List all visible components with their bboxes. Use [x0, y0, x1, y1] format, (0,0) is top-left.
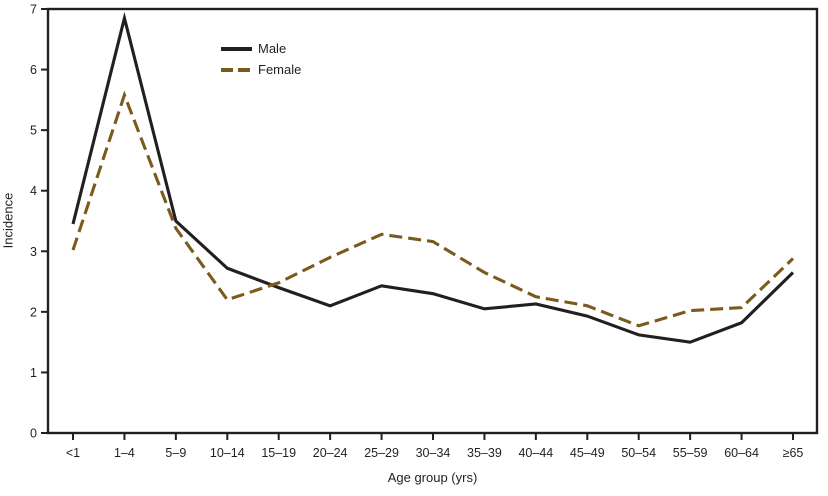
legend-label-male: Male [258, 41, 287, 56]
y-tick-label: 3 [30, 245, 37, 259]
x-tick-label: <1 [66, 446, 80, 460]
x-tick-label: 50–54 [621, 446, 656, 460]
x-tick-label: 45–49 [570, 446, 605, 460]
x-tick-label: 20–24 [313, 446, 348, 460]
male-series-line [71, 11, 795, 344]
x-tick-label: ≥65 [783, 446, 804, 460]
y-tick-label: 2 [30, 305, 37, 319]
plot-border [46, 7, 819, 435]
y-tick-label: 7 [30, 3, 37, 17]
female-series-line [71, 90, 795, 328]
y-axis-title: Incidence [0, 192, 16, 249]
male-line-sample [221, 46, 252, 51]
x-tick-label: 40–44 [518, 446, 553, 460]
x-tick-label: 60–64 [724, 446, 759, 460]
x-tick-label: 30–34 [416, 446, 451, 460]
x-tick-label: 10–14 [210, 446, 245, 460]
x-axis-title: Age group (yrs) [387, 470, 478, 485]
x-tick-label: 15–19 [261, 446, 296, 460]
x-tick-label: 1–4 [114, 446, 135, 460]
legend-label-female: Female [258, 62, 302, 77]
y-tick-label: 6 [30, 63, 37, 77]
x-tick-label: 5–9 [165, 446, 186, 460]
legend: Male Female [221, 38, 301, 80]
legend-item-male: Male [221, 38, 301, 59]
y-tick-label: 1 [30, 366, 37, 380]
y-tick-label: 4 [30, 184, 37, 198]
x-tick-label: 25–29 [364, 446, 399, 460]
x-tick-label: 35–39 [467, 446, 502, 460]
legend-item-female: Female [221, 59, 301, 80]
female-line-sample [221, 67, 252, 72]
y-tick-label: 0 [30, 427, 37, 441]
x-tick-label: 55–59 [673, 446, 708, 460]
y-tick-label: 5 [30, 124, 37, 138]
